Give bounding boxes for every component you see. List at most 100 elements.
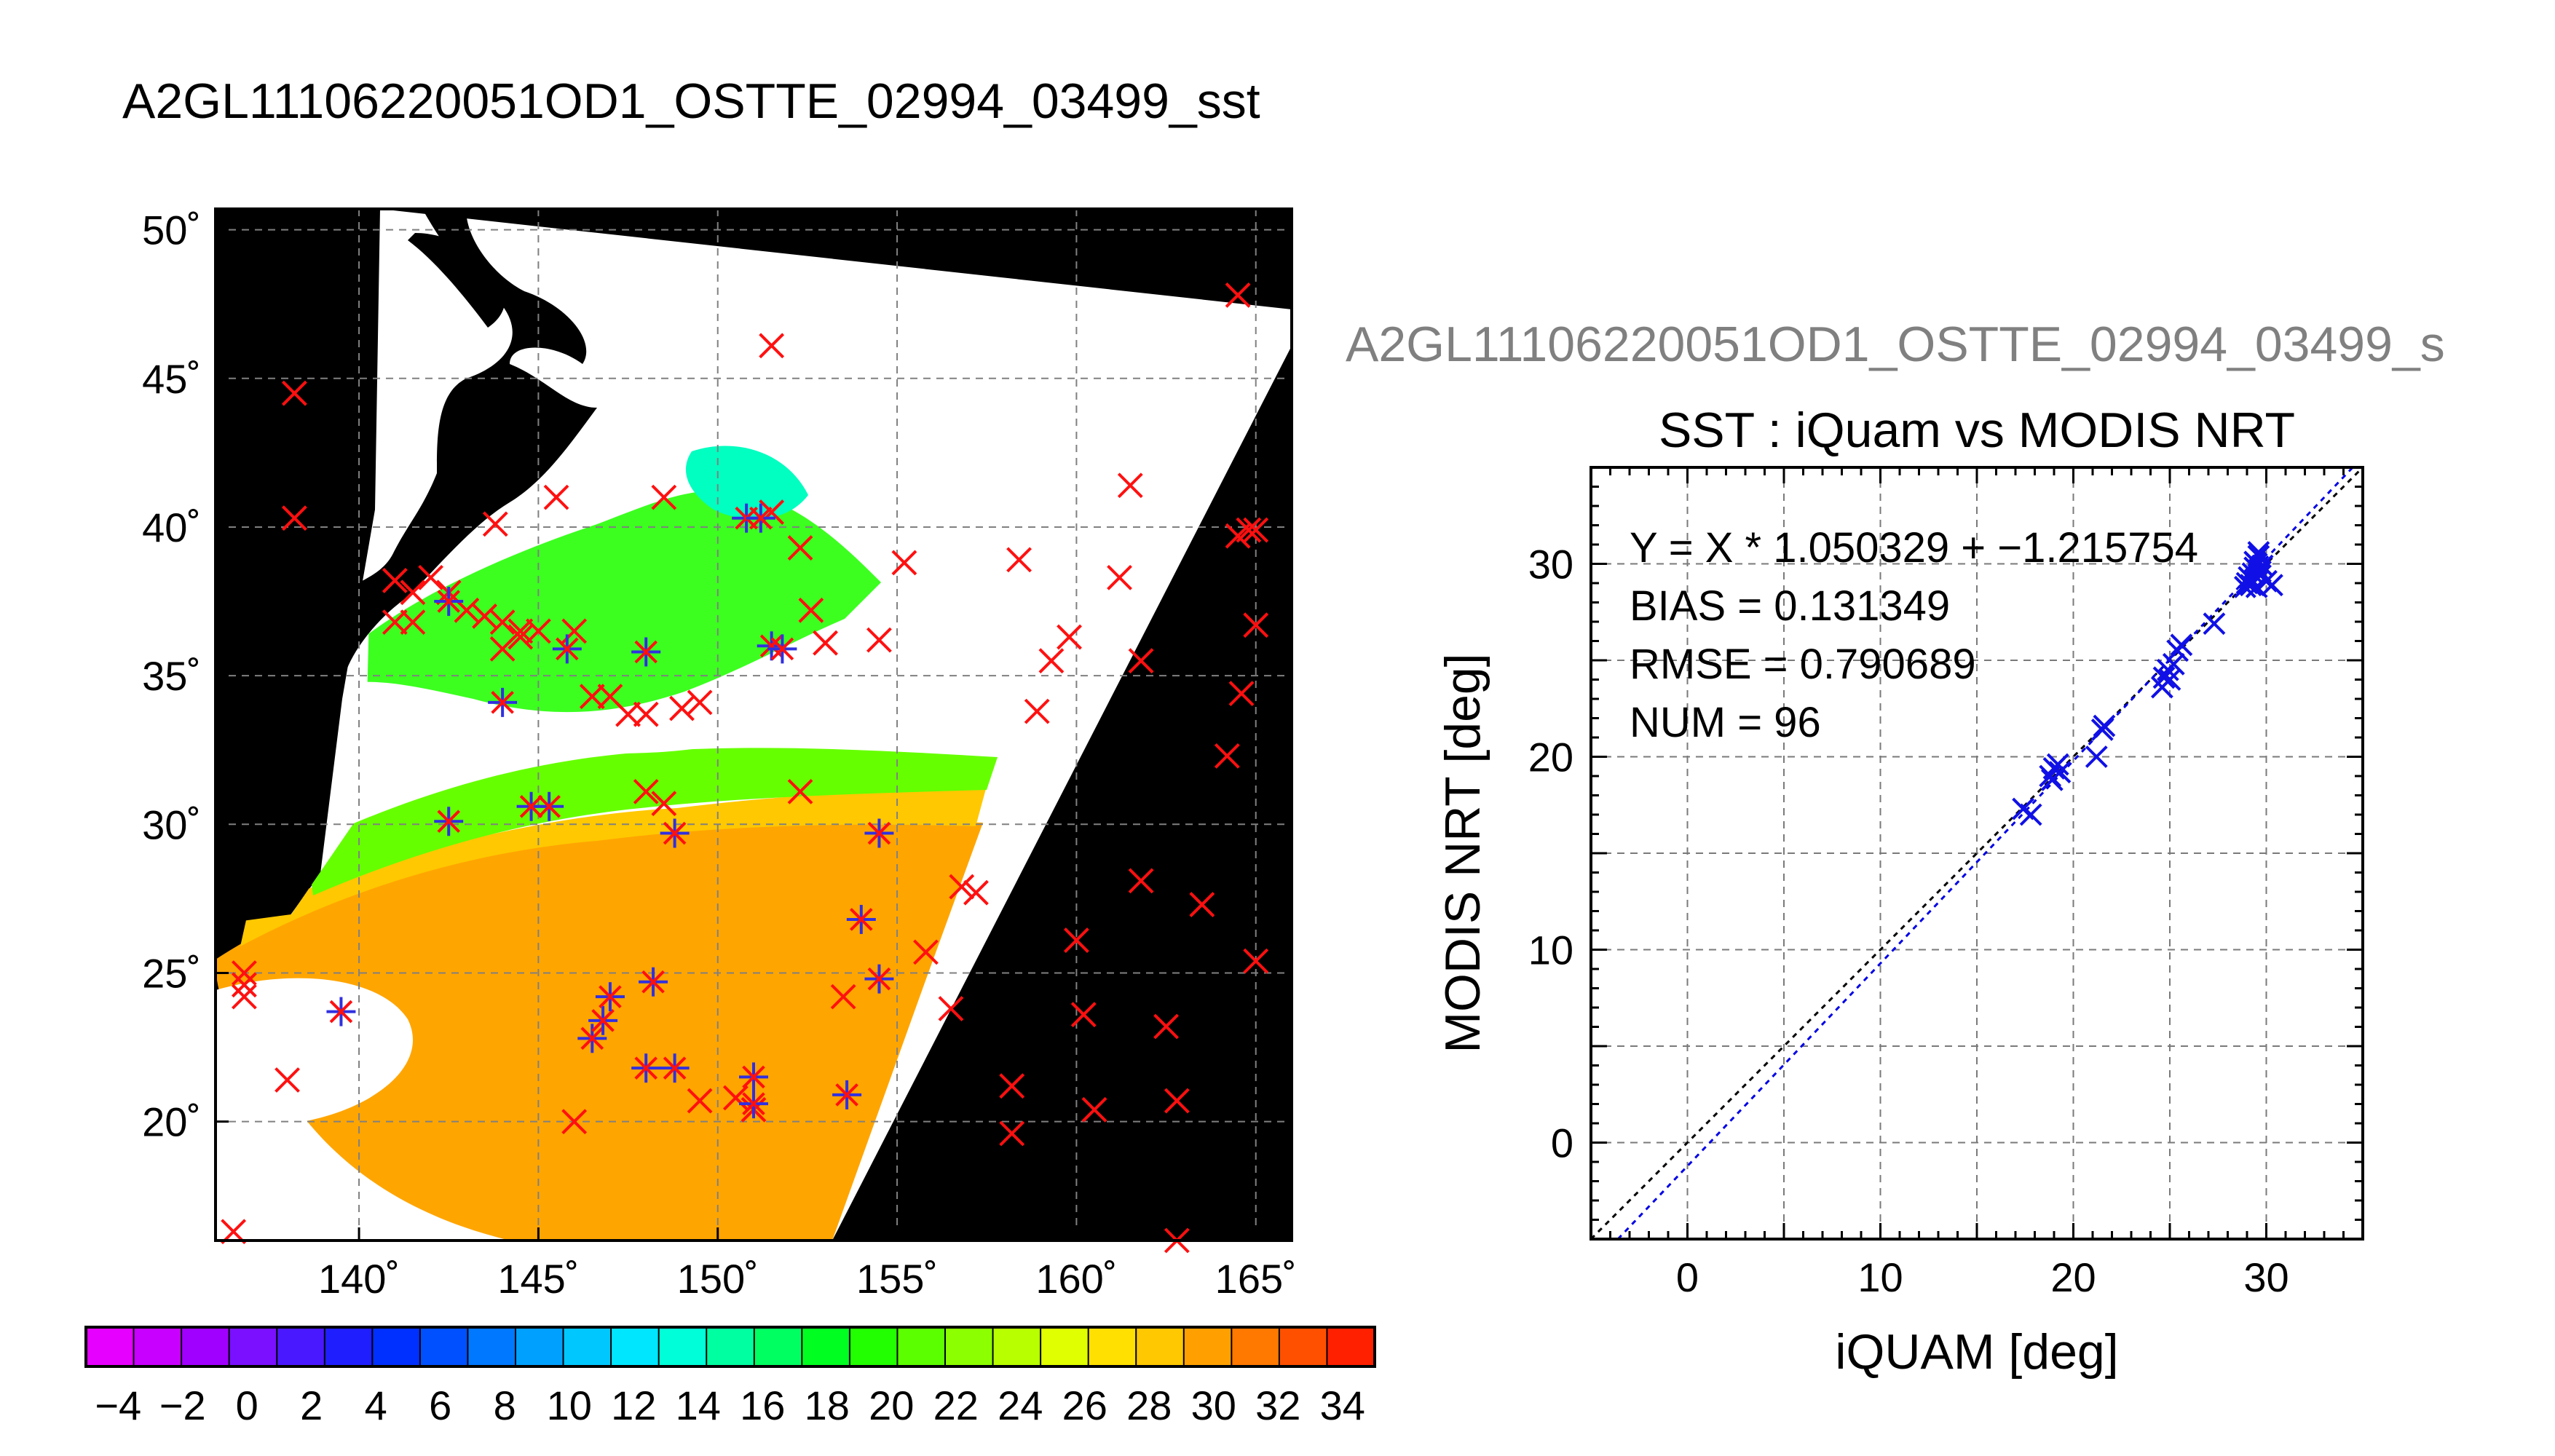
map-y-tick-label: 25˚ (142, 950, 201, 996)
scatter-x-tick-label: 10 (1857, 1254, 1903, 1300)
red-x-marker (963, 879, 989, 906)
scatter-point (2093, 714, 2116, 737)
blue-star-marker (832, 1080, 862, 1109)
blue-star-marker (739, 1089, 768, 1119)
red-x-marker (1070, 1002, 1097, 1028)
colorbar-cell (324, 1327, 373, 1366)
red-x-marker (1214, 743, 1240, 769)
stats-rmse: RMSE = 0.790689 (1630, 641, 1976, 688)
scatter-y-axis-label: MODIS NRT [deg] (1435, 653, 1490, 1053)
map-x-tick-labels: 140˚ 145˚ 150˚ 155˚ 160˚ 165˚ (318, 1256, 1297, 1302)
map-x-tick-label: 140˚ (318, 1256, 400, 1302)
blue-star-markers (326, 503, 894, 1119)
colorbar-cell (1040, 1327, 1089, 1366)
red-x-marker (418, 564, 444, 590)
stats-num: NUM = 96 (1630, 699, 1821, 746)
colorbar-cell (1183, 1327, 1232, 1366)
sst-green-band (306, 748, 998, 895)
scatter-y-tick-labels: 0 10 20 30 (1528, 542, 1573, 1166)
scatter-x-axis-label: iQUAM [deg] (1835, 1324, 2118, 1380)
map-y-tick-label: 30˚ (142, 802, 201, 847)
colorbar-tick-label: 18 (805, 1382, 850, 1428)
colorbar: −4 −2 0 2 4 6 8 10 12 14 16 18 20 22 24 26 28 30 32 34 (84, 1326, 1376, 1428)
map-y-tick-label: 45˚ (142, 356, 201, 402)
red-x-marker (999, 1073, 1025, 1099)
colorbar-tick-label: −4 (95, 1382, 141, 1428)
red-x-marker (231, 984, 257, 1010)
blue-star-marker (552, 634, 582, 664)
colorbar-tick-label: 8 (494, 1382, 516, 1428)
scatter-header: A2GL11106220051OD1_OSTTE_02994_03499_s (1346, 317, 2445, 372)
land-japan (320, 209, 597, 684)
red-x-marker (231, 972, 257, 998)
colorbar-cell (133, 1327, 182, 1366)
red-x-marker (1243, 948, 1269, 974)
scatter-point (2162, 652, 2185, 676)
red-x-marker (1225, 282, 1251, 308)
colorbar-cell (419, 1327, 469, 1366)
colorbar-cell (1231, 1327, 1280, 1366)
blue-star-marker (631, 637, 661, 667)
colorbar-cell (229, 1327, 277, 1366)
red-x-marker (1128, 648, 1154, 674)
map-y-tick-label: 40˚ (142, 505, 201, 550)
scatter-x-tick-label: 20 (2050, 1254, 2096, 1300)
blue-star-marker (534, 791, 564, 821)
red-x-marker (1117, 472, 1143, 499)
red-x-marker (508, 624, 534, 650)
red-x-marker (1189, 892, 1215, 917)
colorbar-tick-label: 16 (740, 1382, 785, 1428)
red-x-marker (400, 609, 426, 636)
colorbar-cell (611, 1327, 660, 1366)
colorbar-cell (1327, 1327, 1375, 1366)
colorbar-cell (277, 1327, 325, 1366)
blue-star-marker (488, 687, 518, 717)
colorbar-tick-label: 20 (869, 1382, 914, 1428)
red-x-marker (561, 1109, 588, 1135)
red-x-marker (1243, 517, 1269, 543)
red-x-marker (1228, 681, 1255, 707)
scatter-point (2249, 563, 2272, 587)
red-x-marker (1243, 612, 1269, 638)
red-x-marker (1128, 868, 1154, 894)
colorbar-cell (802, 1327, 850, 1366)
scatter-point (2203, 612, 2226, 636)
map-y-tick-label: 50˚ (142, 207, 201, 253)
blue-star-marker (746, 503, 775, 533)
colorbar-tick-label: 6 (429, 1382, 451, 1428)
red-x-marker (1006, 547, 1032, 573)
red-x-marker (281, 380, 307, 406)
sst-cloud-white-south (216, 978, 414, 1179)
red-x-marker (281, 505, 307, 531)
blue-star-marker (434, 587, 464, 617)
red-x-marker (669, 695, 695, 721)
scatter-x-tick-label: 0 (1676, 1254, 1699, 1300)
red-x-marker (1081, 1096, 1107, 1123)
blue-star-marker (864, 818, 894, 848)
colorbar-tick-label: 4 (365, 1382, 387, 1428)
colorbar-cell (945, 1327, 994, 1366)
red-x-marker (798, 597, 824, 623)
colorbar-cell (754, 1327, 802, 1366)
stats-fit-equation: Y = X * 1.050329 + −1.215754 (1630, 524, 2198, 571)
scatter-point (2243, 550, 2267, 574)
map-y-tick-labels: 20˚ 25˚ 30˚ 35˚ 40˚ 45˚ 50˚ (142, 207, 201, 1145)
red-x-marker (938, 996, 964, 1021)
map-x-tick-label: 165˚ (1215, 1256, 1297, 1302)
red-x-marker (687, 689, 713, 716)
red-x-marker (1038, 648, 1065, 674)
map-y-tick-label: 35˚ (142, 653, 201, 699)
red-x-marker (651, 484, 677, 510)
red-x-marker (615, 701, 641, 727)
red-x-marker (382, 568, 408, 593)
colorbar-tick-label: 26 (1062, 1382, 1107, 1428)
red-x-marker (482, 511, 508, 537)
red-x-marker (949, 874, 975, 900)
red-x-marker (913, 939, 939, 965)
colorbar-cell (849, 1327, 899, 1366)
sst-map: 140˚ 145˚ 150˚ 155˚ 160˚ 165˚ 20˚ 25˚ 30˚ 35˚ 40˚… (142, 207, 1297, 1302)
scatter-y-tick-label: 20 (1528, 735, 1573, 780)
red-x-marker (231, 960, 257, 986)
red-x-marker (1063, 927, 1089, 953)
